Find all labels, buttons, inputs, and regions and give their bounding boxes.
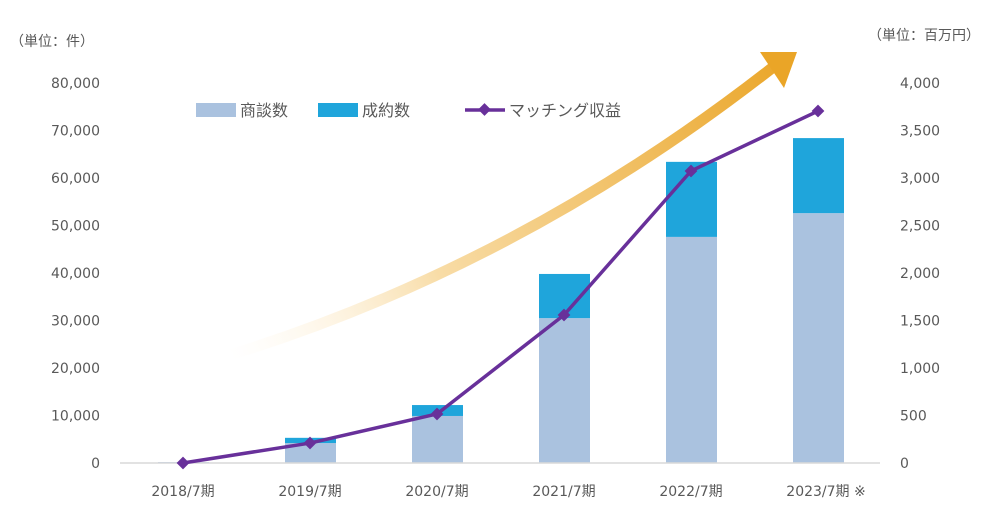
left-tick-label: 20,000: [51, 361, 100, 377]
legend-swatch-contracts: [318, 103, 358, 117]
right-tick-label: 1,000: [900, 361, 940, 377]
revenue-marker: [303, 436, 317, 450]
right-tick-label: 0: [900, 456, 909, 472]
revenue-line: [182, 109, 819, 465]
left-tick-label: 40,000: [51, 266, 100, 282]
right-axis-unit: （単位：百万円）: [868, 28, 980, 44]
x-tick-label: 2020/7期: [405, 484, 468, 500]
arrow-head: [760, 52, 797, 88]
arrow-body: [228, 63, 776, 361]
left-tick-label: 70,000: [51, 124, 100, 140]
legend-marker-revenue: [478, 103, 491, 116]
left-tick-label: 0: [91, 456, 100, 472]
legend: 商談数 成約数 マッチング収益: [196, 101, 621, 120]
bar-deals: [793, 213, 844, 463]
revenue-marker: [176, 456, 190, 470]
x-tick-label: 2023/7期 ※: [786, 484, 865, 500]
left-axis-unit: （単位：件）: [10, 34, 94, 50]
bar-deals: [539, 318, 590, 463]
right-tick-label: 4,000: [900, 76, 940, 92]
right-tick-label: 1,500: [900, 314, 940, 330]
right-tick-label: 500: [900, 409, 927, 425]
left-tick-label: 10,000: [51, 409, 100, 425]
right-tick-label: 3,500: [900, 124, 940, 140]
right-tick-label: 3,000: [900, 171, 940, 187]
growth-arrow: [228, 52, 797, 361]
legend-swatch-deals: [196, 103, 236, 117]
right-tick-label: 2,000: [900, 266, 940, 282]
x-tick-label: 2018/7期: [151, 484, 214, 500]
revenue-marker: [811, 104, 825, 118]
x-tick-label: 2021/7期: [532, 484, 595, 500]
right-tick-label: 2,500: [900, 219, 940, 235]
left-tick-label: 50,000: [51, 219, 100, 235]
bar-deals: [285, 443, 336, 463]
legend-label-revenue: マッチング収益: [509, 101, 621, 120]
legend-label-deals: 商談数: [240, 101, 288, 120]
bar-deals: [666, 236, 717, 463]
left-tick-label: 30,000: [51, 314, 100, 330]
x-tick-label: 2022/7期: [659, 484, 722, 500]
x-tick-label: 2019/7期: [278, 484, 341, 500]
bar-contracts: [793, 138, 844, 214]
left-tick-label: 80,000: [51, 76, 100, 92]
legend-label-contracts: 成約数: [362, 101, 410, 120]
bar-deals: [412, 415, 463, 463]
left-tick-label: 60,000: [51, 171, 100, 187]
revenue-marker: [430, 407, 444, 421]
